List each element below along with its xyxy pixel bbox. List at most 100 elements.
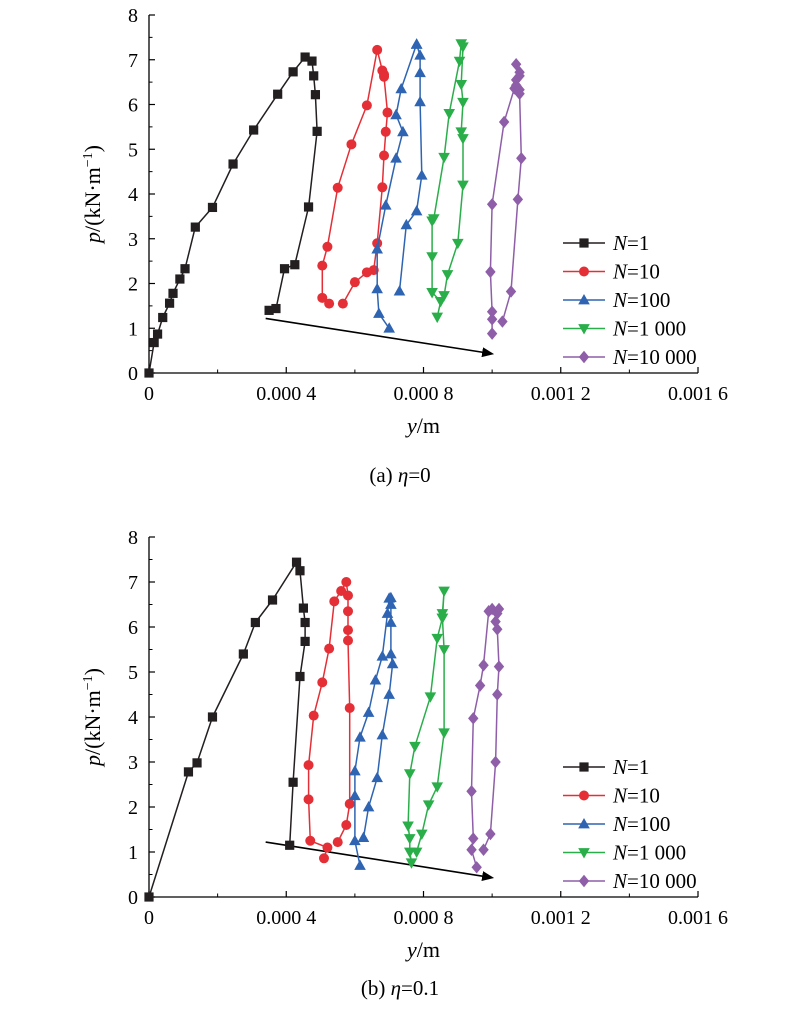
data-point [431,782,444,793]
data-point [493,602,505,616]
data-point [512,193,524,206]
data-point [346,139,357,150]
data-point [300,52,310,62]
data-point [152,329,163,339]
data-point [403,769,416,780]
y-tick-label: 8 [128,527,138,549]
data-point [380,126,391,137]
y-tick-label: 3 [128,229,138,251]
data-point [510,73,522,87]
legend-label: N=1 000 [612,841,686,865]
series-1 [303,577,355,864]
series-0 [144,52,322,378]
y-tick-label: 6 [128,617,138,639]
data-point [395,82,407,94]
legend-item: N=10 [563,784,660,808]
data-point [455,79,468,91]
series-0 [144,557,310,902]
data-point [312,126,322,136]
data-point [324,298,335,309]
x-tick-label: 0 [144,383,154,405]
data-point [371,771,383,783]
data-point [322,241,333,252]
data-point [249,125,259,135]
data-point [332,182,343,193]
data-point [309,71,319,81]
data-point [376,650,389,661]
series-3 [402,586,450,869]
legend-label: N=10 000 [612,869,697,893]
data-point [405,858,418,869]
data-point [485,265,496,279]
data-point [468,712,479,725]
data-point [478,843,489,856]
legend-label: N=1 [612,755,649,779]
data-point [371,243,383,254]
data-point [410,205,423,216]
data-point [478,659,489,672]
data-point [144,892,154,902]
data-point [362,801,375,812]
data-point [279,264,290,274]
data-point [468,832,479,845]
data-point [308,710,319,721]
data-point [349,834,361,846]
data-point [295,566,305,576]
data-point [486,198,498,211]
data-point [409,741,421,753]
data-point [379,71,390,82]
y-tick-label: 6 [128,95,138,117]
legend-marker [578,294,590,305]
data-point [493,660,505,673]
data-point [438,728,450,739]
x-tick-label: 0.000 8 [394,383,454,405]
data-point [441,270,454,281]
legend-label: N=1 [612,231,649,255]
y-tick-label: 2 [128,797,138,819]
data-point [457,134,469,145]
data-point [149,337,159,348]
y-tick-label: 0 [128,363,138,385]
data-point [443,109,456,120]
data-point [372,44,383,55]
figure-caption: (a) η=0 [369,463,430,487]
data-point [516,152,527,165]
data-point [300,636,310,646]
data-point [422,800,435,811]
x-tick-label: 0.000 4 [256,907,316,929]
legend-label: N=1 000 [612,317,686,341]
data-point [343,606,354,617]
y-tick-label: 5 [128,662,138,684]
data-point [381,607,394,618]
data-point [168,288,178,298]
x-tick-label: 0 [144,907,154,929]
data-point [466,843,477,856]
data-point [466,785,477,798]
legend-marker [578,818,590,829]
y-axis-label: p/(kN·m−1) [80,145,105,245]
data-point [318,853,329,864]
trend-arrow [265,317,495,358]
data-point [371,282,383,294]
data-point [426,252,438,263]
y-tick-label: 0 [128,887,138,909]
data-point [471,861,482,874]
data-point [207,712,218,722]
data-point [415,169,428,180]
data-point [303,202,314,212]
data-point [438,645,450,656]
series-3 [426,39,469,324]
data-point [357,831,370,842]
legend-marker [578,874,590,888]
x-tick-label: 0.000 4 [256,383,316,405]
series-line [354,597,394,866]
data-point [300,617,310,628]
data-point [383,688,395,699]
data-point [424,692,437,703]
legend-item: N=1 [563,231,649,255]
legend-marker [579,762,589,772]
data-point [377,182,388,193]
data-point [238,649,248,659]
data-point [498,115,510,129]
